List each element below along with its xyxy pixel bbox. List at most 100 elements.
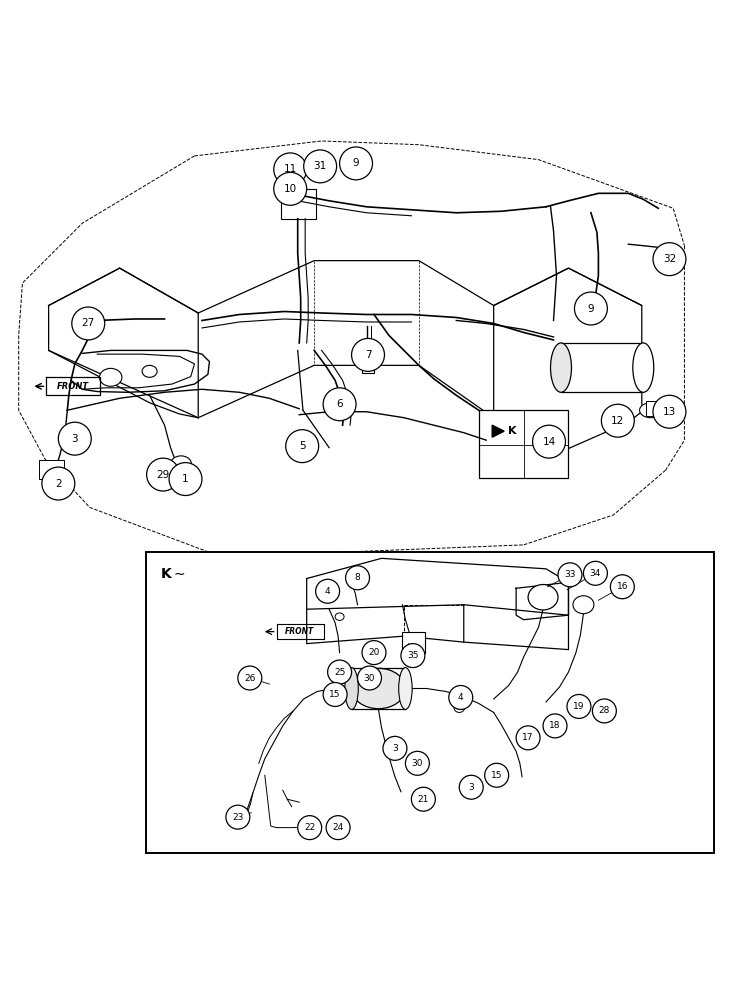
Text: 26: 26 (244, 674, 256, 683)
Ellipse shape (573, 596, 594, 614)
FancyBboxPatch shape (646, 401, 667, 416)
Circle shape (169, 463, 202, 496)
Text: 21: 21 (417, 795, 429, 804)
Text: 13: 13 (663, 407, 676, 417)
Circle shape (346, 566, 370, 590)
Text: 23: 23 (232, 813, 244, 822)
Circle shape (72, 307, 105, 340)
Circle shape (405, 751, 429, 775)
Circle shape (304, 150, 337, 183)
Circle shape (358, 666, 381, 690)
Ellipse shape (335, 613, 344, 620)
Text: 4: 4 (325, 587, 331, 596)
FancyBboxPatch shape (39, 460, 64, 479)
Polygon shape (492, 425, 504, 437)
Ellipse shape (640, 403, 662, 418)
Text: 8: 8 (355, 573, 361, 582)
Text: 5: 5 (299, 441, 305, 451)
Circle shape (485, 763, 509, 787)
Text: 3: 3 (72, 434, 78, 444)
Circle shape (238, 666, 262, 690)
Text: 11: 11 (283, 164, 297, 174)
Circle shape (653, 243, 686, 276)
Circle shape (326, 816, 350, 840)
Text: 25: 25 (334, 668, 346, 677)
Circle shape (383, 736, 407, 760)
FancyBboxPatch shape (281, 189, 316, 219)
Ellipse shape (171, 456, 191, 472)
Circle shape (352, 338, 384, 371)
FancyBboxPatch shape (402, 632, 425, 653)
Circle shape (533, 425, 565, 458)
Text: FRONT: FRONT (57, 382, 88, 391)
Circle shape (592, 699, 616, 723)
Text: FRONT: FRONT (284, 627, 314, 636)
Circle shape (401, 644, 425, 668)
Circle shape (316, 579, 340, 603)
Text: 29: 29 (156, 470, 170, 480)
Circle shape (298, 816, 322, 840)
Circle shape (328, 660, 352, 684)
Ellipse shape (345, 668, 358, 709)
Text: 17: 17 (522, 733, 534, 742)
Text: 20: 20 (368, 648, 380, 657)
Text: 33: 33 (564, 570, 576, 579)
Circle shape (58, 422, 91, 455)
Ellipse shape (99, 368, 122, 386)
Circle shape (516, 726, 540, 750)
Circle shape (340, 147, 373, 180)
Circle shape (574, 292, 607, 325)
Text: 27: 27 (82, 318, 95, 328)
Text: 3: 3 (392, 744, 398, 753)
Ellipse shape (528, 585, 558, 610)
Circle shape (274, 172, 307, 205)
Ellipse shape (633, 343, 654, 392)
Text: 14: 14 (542, 437, 556, 447)
Text: 15: 15 (491, 771, 503, 780)
Text: 30: 30 (411, 759, 423, 768)
Text: 18: 18 (549, 721, 561, 730)
Text: 12: 12 (611, 416, 625, 426)
Circle shape (147, 458, 180, 491)
Ellipse shape (399, 668, 412, 709)
Text: 2: 2 (55, 479, 61, 489)
Circle shape (42, 467, 75, 500)
Ellipse shape (454, 703, 465, 712)
Text: 34: 34 (589, 569, 601, 578)
Ellipse shape (352, 668, 405, 709)
Circle shape (583, 561, 607, 585)
Text: 32: 32 (663, 254, 676, 264)
Text: 6: 6 (337, 399, 343, 409)
Text: 31: 31 (313, 161, 327, 171)
Text: K: K (508, 426, 516, 436)
Text: 35: 35 (407, 651, 419, 660)
Text: 28: 28 (598, 706, 610, 715)
Text: 9: 9 (353, 158, 359, 168)
Text: 15: 15 (329, 690, 341, 699)
Text: 1: 1 (183, 474, 188, 484)
Text: 24: 24 (332, 823, 344, 832)
Text: 7: 7 (365, 350, 371, 360)
Text: 19: 19 (573, 702, 585, 711)
Text: 9: 9 (588, 304, 594, 314)
Ellipse shape (142, 365, 157, 377)
Circle shape (286, 430, 319, 463)
Circle shape (610, 575, 634, 599)
FancyBboxPatch shape (362, 355, 374, 373)
Ellipse shape (551, 343, 571, 392)
Circle shape (362, 641, 386, 665)
FancyBboxPatch shape (146, 552, 714, 853)
Text: 22: 22 (304, 823, 316, 832)
Text: K$\sim$: K$\sim$ (160, 567, 186, 581)
Circle shape (653, 395, 686, 428)
Circle shape (558, 563, 582, 587)
Text: 3: 3 (468, 783, 474, 792)
Circle shape (323, 388, 356, 421)
Circle shape (601, 404, 634, 437)
Text: 30: 30 (364, 674, 375, 683)
Circle shape (459, 775, 483, 799)
Circle shape (274, 153, 307, 186)
Text: 4: 4 (458, 693, 464, 702)
Circle shape (567, 694, 591, 718)
Circle shape (411, 787, 435, 811)
